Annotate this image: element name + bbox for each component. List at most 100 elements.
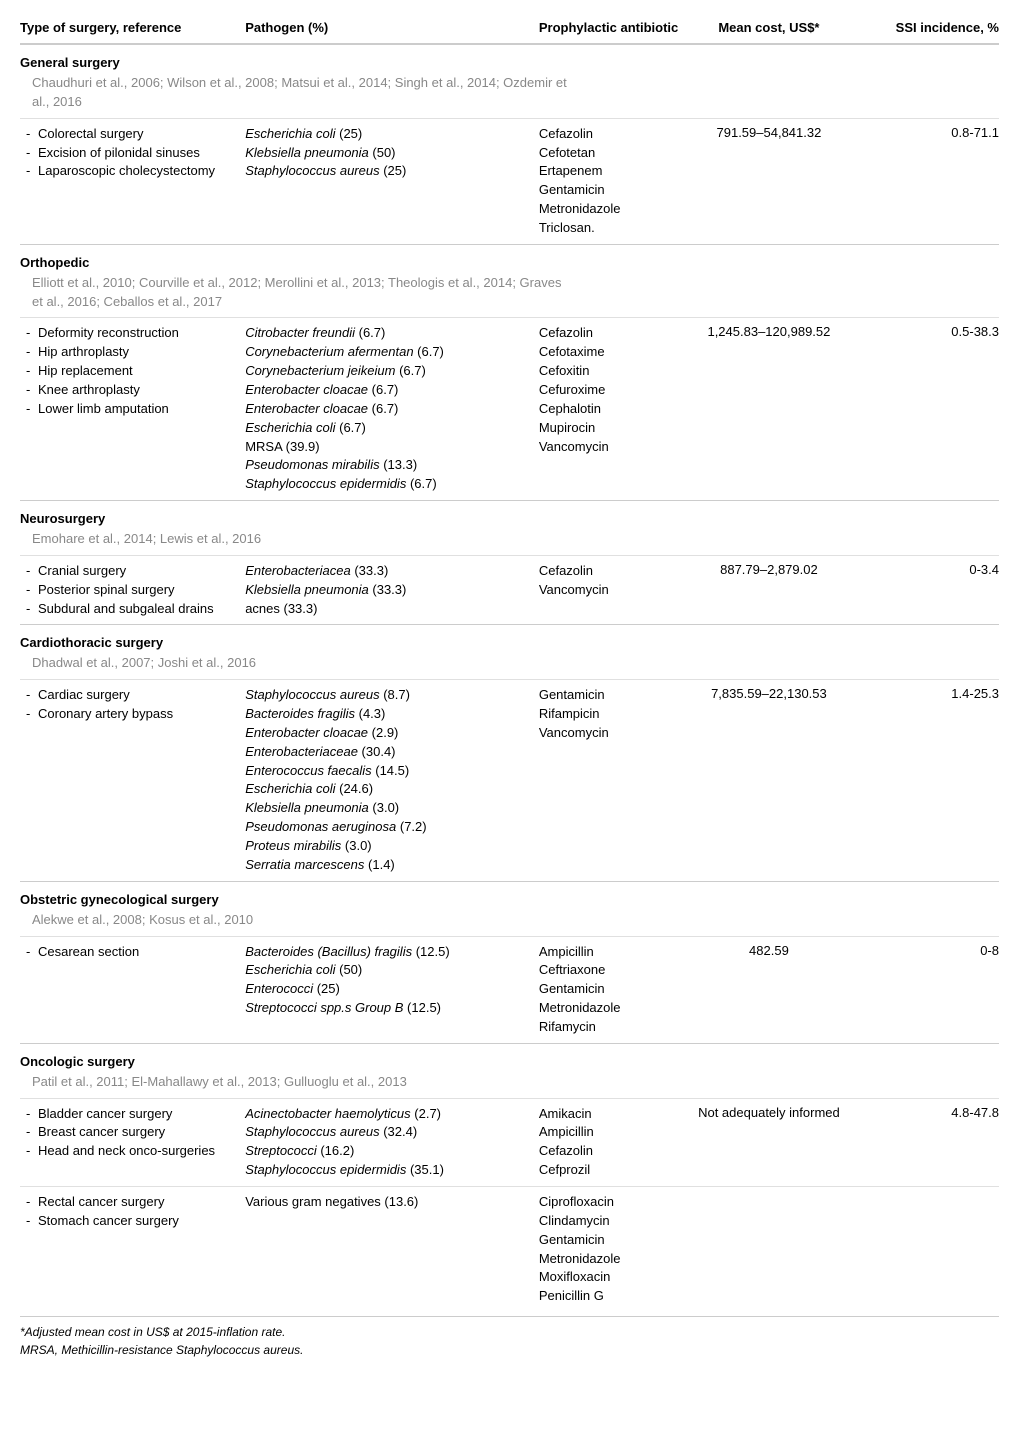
ssi-cell: 4.8-47.8 (852, 1105, 999, 1180)
antibiotic-item: Ampicillin (539, 1123, 686, 1142)
surgery-item: Knee arthroplasty (38, 381, 235, 400)
pathogen-item: Serratia marcescens (1.4) (245, 856, 529, 875)
pathogen-item: Escherichia coli (6.7) (245, 419, 529, 438)
surgery-item: Excision of pilonidal sinuses (38, 144, 235, 163)
table-row: Cesarean section Bacteroides (Bacillus) f… (20, 936, 999, 1043)
cost-cell: 7,835.59–22,130.53 (696, 686, 853, 874)
pathogen-item: Staphylococcus epidermidis (6.7) (245, 475, 529, 494)
pathogen-item: Klebsiella pneumonia (33.3) (245, 581, 529, 600)
antibiotic-item: Amikacin (539, 1105, 686, 1124)
surgery-item: Cesarean section (38, 943, 235, 962)
pathogen-item: Enterococcus faecalis (14.5) (245, 762, 529, 781)
ssi-cell: 1.4-25.3 (852, 686, 999, 874)
pathogen-item: Enterobacteriacea (33.3) (245, 562, 529, 581)
pathogen-item: Staphylococcus epidermidis (35.1) (245, 1161, 529, 1180)
footnote-line: MRSA, Methicillin-resistance Staphylococ… (20, 1341, 999, 1359)
antibiotic-item: Cephalotin (539, 400, 686, 419)
antibiotic-item: Metronidazole (539, 999, 686, 1018)
pathogen-item: Pseudomonas mirabilis (13.3) (245, 456, 529, 475)
header-col4: Mean cost, US$* (696, 20, 853, 35)
cost-cell: 482.59 (696, 943, 853, 1037)
antibiotic-item: Ciprofloxacin (539, 1193, 686, 1212)
pathogen-item: Bacteroides (Bacillus) fragilis (12.5) (245, 943, 529, 962)
table-row: Bladder cancer surgeryBreast cancer surg… (20, 1098, 999, 1186)
table-header: Type of surgery, reference Pathogen (%) … (20, 20, 999, 44)
antibiotic-item: Cefoxitin (539, 362, 686, 381)
antibiotic-item: Ertapenem (539, 162, 686, 181)
antibiotic-item: Metronidazole (539, 200, 686, 219)
antibiotic-item: Moxifloxacin (539, 1268, 686, 1287)
section-references: Dhadwal et al., 2007; Joshi et al., 2016 (20, 654, 572, 679)
surgery-item: Rectal cancer surgery (38, 1193, 235, 1212)
antibiotic-item: Vancomycin (539, 581, 686, 600)
pathogen-item: Acinectobacter haemolyticus (2.7) (245, 1105, 529, 1124)
table-row: Cardiac surgeryCoronary artery bypassSta… (20, 679, 999, 880)
pathogen-item: Various gram negatives (13.6) (245, 1193, 529, 1212)
antibiotic-item: Gentamicin (539, 980, 686, 999)
pathogen-item: Pseudomonas aeruginosa (7.2) (245, 818, 529, 837)
section-references: Alekwe et al., 2008; Kosus et al., 2010 (20, 911, 572, 936)
table-row: Cranial surgeryPosterior spinal surgeryS… (20, 555, 999, 625)
surgery-item: Coronary artery bypass (38, 705, 235, 724)
cost-cell: Not adequately informed (696, 1105, 853, 1180)
antibiotic-item: Cefazolin (539, 562, 686, 581)
antibiotic-item: Penicillin G (539, 1287, 686, 1306)
antibiotic-item: Clindamycin (539, 1212, 686, 1231)
surgery-item: Bladder cancer surgery (38, 1105, 235, 1124)
section-title: Cardiothoracic surgery (20, 625, 999, 654)
ssi-cell: 0-3.4 (852, 562, 999, 619)
table-row: Colorectal surgeryExcision of pilonidal … (20, 118, 999, 244)
pathogen-item: Escherichia coli (24.6) (245, 780, 529, 799)
antibiotic-item: Gentamicin (539, 1231, 686, 1250)
pathogen-item: Citrobacter freundii (6.7) (245, 324, 529, 343)
pathogen-item: Corynebacterium jeikeium (6.7) (245, 362, 529, 381)
section-references: Patil et al., 2011; El-Mahallawy et al.,… (20, 1073, 572, 1098)
cost-cell: 887.79–2,879.02 (696, 562, 853, 619)
antibiotic-item: Ceftriaxone (539, 961, 686, 980)
header-col3: Prophylactic antibiotic (539, 20, 696, 35)
antibiotic-item: Cefprozil (539, 1161, 686, 1180)
surgery-item: Breast cancer surgery (38, 1123, 235, 1142)
surgery-item: Cranial surgery (38, 562, 235, 581)
antibiotic-item: Cefotaxime (539, 343, 686, 362)
surgery-item: Subdural and subgaleal drains (38, 600, 235, 619)
pathogen-item: Enterobacteriaceae (30.4) (245, 743, 529, 762)
surgery-item: Laparoscopic cholecystectomy (38, 162, 235, 181)
antibiotic-item: Gentamicin (539, 181, 686, 200)
antibiotic-item: Cefuroxime (539, 381, 686, 400)
antibiotic-item: Metronidazole (539, 1250, 686, 1269)
pathogen-item: Bacteroides fragilis (4.3) (245, 705, 529, 724)
pathogen-item: Escherichia coli (25) (245, 125, 529, 144)
pathogen-item: Enterobacter cloacae (6.7) (245, 381, 529, 400)
section-title: Obstetric gynecological surgery (20, 882, 999, 911)
surgery-item: Cardiac surgery (38, 686, 235, 705)
antibiotic-item: Cefazolin (539, 1142, 686, 1161)
section-title: General surgery (20, 45, 999, 74)
footnote-line: *Adjusted mean cost in US$ at 2015-infla… (20, 1323, 999, 1341)
section-title: Oncologic surgery (20, 1044, 999, 1073)
ssi-cell: 0.5-38.3 (852, 324, 999, 494)
section-references: Emohare et al., 2014; Lewis et al., 2016 (20, 530, 572, 555)
antibiotic-item: Vancomycin (539, 438, 686, 457)
pathogen-item: Klebsiella pneumonia (3.0) (245, 799, 529, 818)
pathogen-item: Staphylococcus aureus (32.4) (245, 1123, 529, 1142)
footnotes: *Adjusted mean cost in US$ at 2015-infla… (20, 1316, 999, 1359)
surgery-item: Posterior spinal surgery (38, 581, 235, 600)
section-title: Orthopedic (20, 245, 999, 274)
antibiotic-item: Rifamycin (539, 1018, 686, 1037)
surgery-item: Hip replacement (38, 362, 235, 381)
surgery-item: Lower limb amputation (38, 400, 235, 419)
cost-cell (696, 1193, 853, 1306)
surgery-item: Stomach cancer surgery (38, 1212, 235, 1231)
section-references: Chaudhuri et al., 2006; Wilson et al., 2… (20, 74, 572, 118)
pathogen-item: Proteus mirabilis (3.0) (245, 837, 529, 856)
section-references: Elliott et al., 2010; Courville et al., … (20, 274, 572, 318)
table-row: Rectal cancer surgeryStomach cancer surg… (20, 1186, 999, 1312)
pathogen-item: Enterobacter cloacae (2.9) (245, 724, 529, 743)
antibiotic-item: Triclosan. (539, 219, 686, 238)
header-col5: SSI incidence, % (852, 20, 999, 35)
surgery-item: Colorectal surgery (38, 125, 235, 144)
header-col2: Pathogen (%) (245, 20, 539, 35)
pathogen-item: Staphylococcus aureus (25) (245, 162, 529, 181)
ssi-cell: 0.8-71.1 (852, 125, 999, 238)
